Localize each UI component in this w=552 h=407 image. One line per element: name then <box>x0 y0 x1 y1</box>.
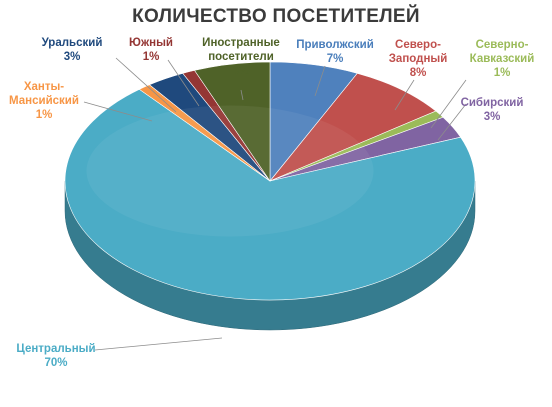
slice-label: Кавказский <box>470 53 535 65</box>
pie-highlight <box>86 105 374 237</box>
slice-label: Уральский <box>42 37 103 49</box>
slice-label: Северо- <box>395 39 441 51</box>
slice-value-label: 3% <box>484 111 501 123</box>
leader-line <box>437 103 467 141</box>
slice-value-label: 7% <box>327 53 344 65</box>
slice-label: Южный <box>129 37 173 49</box>
leader-line <box>314 65 326 97</box>
slice-value-label: 1% <box>36 109 53 121</box>
slice-label: Приволжский <box>296 39 374 51</box>
slice-label: Северно- <box>476 39 529 51</box>
slice-label: Заподный <box>389 53 448 65</box>
slice-value-label: 70% <box>44 357 67 369</box>
slice-value-label: 6% <box>233 65 250 77</box>
pie-slice <box>64 88 476 301</box>
leader-line <box>394 79 415 111</box>
slice-value-label: 8% <box>410 67 427 79</box>
slice-label: Мансийский <box>9 95 79 107</box>
slice-label: Иностранные <box>202 37 280 49</box>
leader-line <box>94 337 223 351</box>
slice-value-label: 1% <box>143 51 160 63</box>
slice-label: Сибирский <box>461 97 524 109</box>
leader-line <box>115 57 177 113</box>
slice-value-label: 3% <box>64 51 81 63</box>
slice-value-label: 1% <box>494 67 511 79</box>
leader-line <box>167 59 200 107</box>
leader-line <box>240 89 244 101</box>
slice-label: посетители <box>208 51 274 63</box>
pie-slice <box>194 61 271 182</box>
slice-label: Центральный <box>16 343 95 355</box>
leader-line <box>83 101 153 122</box>
slice-label: Ханты- <box>24 81 64 93</box>
pie-slice <box>269 72 437 182</box>
chart-title: КОЛИЧЕСТВО ПОСЕТИТЕЛЕЙ <box>132 6 420 27</box>
leader-line <box>430 79 467 129</box>
